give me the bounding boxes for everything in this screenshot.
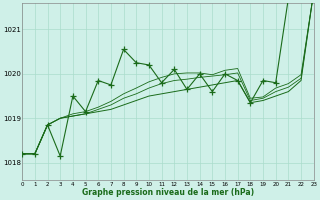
X-axis label: Graphe pression niveau de la mer (hPa): Graphe pression niveau de la mer (hPa) (82, 188, 254, 197)
